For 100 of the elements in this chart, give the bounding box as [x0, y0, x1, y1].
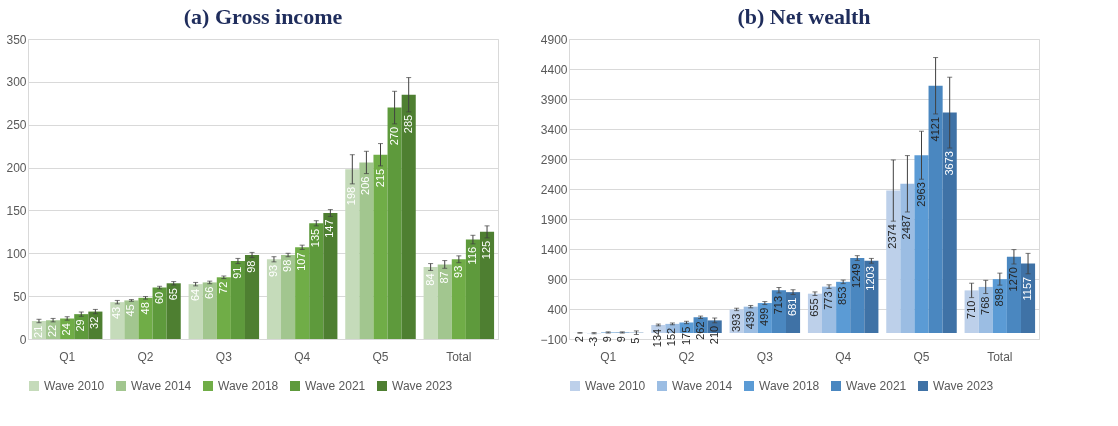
data-label: 2963: [914, 182, 927, 207]
data-label: 65: [166, 288, 179, 301]
bar: [942, 112, 957, 333]
bar: [900, 183, 915, 333]
legend-label: Wave 2023: [933, 379, 994, 393]
bar: [886, 190, 901, 333]
bar: [124, 300, 139, 339]
bar: [216, 277, 231, 339]
data-label: 64: [188, 288, 201, 302]
bar: [138, 297, 153, 339]
data-label: 29: [74, 319, 87, 332]
data-label: 681: [786, 297, 799, 316]
data-label: 2487: [900, 214, 913, 240]
data-label: 655: [807, 298, 820, 317]
y-tick-label: 250: [6, 118, 27, 133]
bar: [166, 283, 181, 339]
data-label: 24: [60, 323, 73, 336]
data-label: 98: [281, 259, 294, 272]
y-tick-label: 100: [6, 246, 27, 261]
data-label: 21: [31, 325, 44, 338]
bar: [437, 264, 452, 339]
x-tick-label: Q4: [835, 349, 852, 364]
legend-label: Wave 2010: [585, 379, 646, 393]
data-label: 147: [323, 219, 336, 238]
data-label: 48: [138, 302, 151, 315]
y-tick-label: 150: [6, 203, 27, 218]
x-tick-label: Q3: [215, 349, 233, 364]
bar: [373, 154, 388, 339]
bar: [387, 107, 402, 339]
x-tick-label: Total: [987, 349, 1013, 364]
data-label: 43: [110, 306, 123, 320]
y-tick-label: 200: [6, 161, 27, 176]
data-label: 853: [836, 286, 849, 305]
data-label: 1270: [1006, 267, 1019, 292]
y-tick-label: 1400: [540, 242, 568, 257]
data-label: 439: [743, 310, 756, 330]
bar: [964, 290, 979, 333]
x-tick-label: Q5: [372, 349, 389, 364]
data-label: 72: [216, 281, 229, 294]
data-label: 210: [707, 325, 720, 345]
data-label: 91: [230, 266, 243, 279]
bar: [822, 286, 837, 333]
bar: [914, 155, 929, 333]
data-label: 262: [693, 321, 706, 340]
y-tick-label: 0: [19, 332, 27, 347]
legend-label: Wave 2018: [218, 379, 279, 393]
x-tick-label: Q2: [678, 349, 695, 364]
data-label: 2: [572, 336, 585, 343]
data-label: 93: [451, 265, 464, 278]
bar: [295, 247, 310, 339]
y-tick-label: 2900: [540, 152, 568, 167]
bar: [152, 287, 167, 339]
data-label: 1249: [850, 263, 863, 288]
bar: [244, 255, 260, 339]
y-tick-label: 3400: [540, 122, 568, 137]
chart-title: (b) Net wealth: [737, 4, 871, 29]
y-tick-label: 4400: [540, 62, 568, 77]
data-label: 125: [480, 240, 493, 260]
y-tick-label: 400: [547, 302, 568, 317]
data-label: 152: [665, 327, 678, 347]
bar: [1020, 263, 1036, 333]
x-tick-label: Q1: [600, 349, 617, 364]
data-label: 5: [629, 337, 642, 344]
y-tick-label: 300: [6, 75, 27, 90]
bar: [281, 255, 296, 339]
data-label: 1203: [864, 266, 877, 291]
data-label: 93: [266, 264, 279, 278]
data-label: 710: [964, 300, 977, 319]
legend-label: Wave 2010: [44, 379, 105, 393]
data-label: 134: [651, 328, 664, 348]
y-tick-label: 4900: [540, 32, 568, 47]
bar: [401, 94, 416, 339]
y-tick-label: 2400: [540, 182, 568, 197]
legend-label: Wave 2023: [392, 379, 453, 393]
bar: [1006, 256, 1021, 333]
data-label: 215: [373, 168, 386, 188]
bar: [423, 267, 438, 339]
bar: [110, 302, 125, 339]
legend-label: Wave 2014: [131, 379, 192, 393]
bar: [266, 259, 282, 339]
data-label: 87: [437, 271, 450, 284]
chart-title: (a) Gross income: [183, 4, 343, 29]
data-label: 84: [423, 273, 436, 286]
data-label: 116: [465, 246, 478, 265]
data-label: -3: [587, 336, 600, 347]
data-label: 32: [88, 316, 101, 329]
bar: [323, 213, 338, 339]
bar: [309, 223, 324, 339]
bar: [451, 259, 466, 339]
y-tick-label: 50: [13, 289, 27, 304]
bar: [928, 85, 943, 333]
data-label: 1157: [1021, 276, 1034, 301]
data-label: 270: [387, 126, 400, 146]
x-tick-label: Total: [446, 349, 472, 364]
y-tick-label: −100: [540, 332, 568, 347]
data-label: 60: [152, 291, 165, 305]
y-tick-label: 1900: [540, 212, 568, 227]
x-tick-label: Q5: [913, 349, 930, 364]
data-label: 198: [345, 186, 358, 206]
bar: [202, 282, 217, 339]
